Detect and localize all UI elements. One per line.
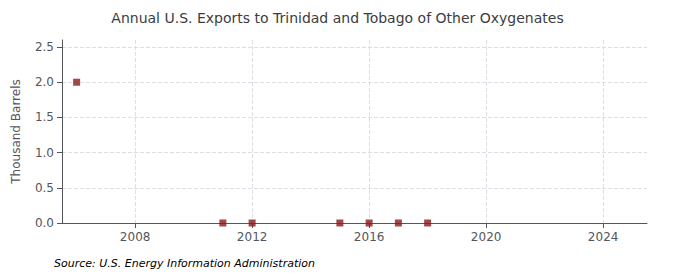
svg-text:2.5: 2.5 (35, 40, 54, 54)
svg-text:2008: 2008 (120, 230, 151, 244)
svg-text:0.5: 0.5 (35, 181, 54, 195)
svg-text:2.0: 2.0 (35, 75, 54, 89)
svg-text:0.0: 0.0 (35, 216, 54, 230)
svg-text:1.5: 1.5 (35, 110, 54, 124)
svg-text:2016: 2016 (354, 230, 385, 244)
svg-text:Source: U.S. Energy Informatio: Source: U.S. Energy Information Administ… (54, 257, 315, 270)
svg-text:2020: 2020 (471, 230, 502, 244)
svg-text:Annual U.S. Exports to Trinida: Annual U.S. Exports to Trinidad and Toba… (111, 10, 563, 26)
svg-text:Thousand Barrels: Thousand Barrels (9, 79, 23, 184)
svg-text:2024: 2024 (588, 230, 619, 244)
svg-text:2012: 2012 (237, 230, 268, 244)
svg-text:1.0: 1.0 (35, 146, 54, 160)
